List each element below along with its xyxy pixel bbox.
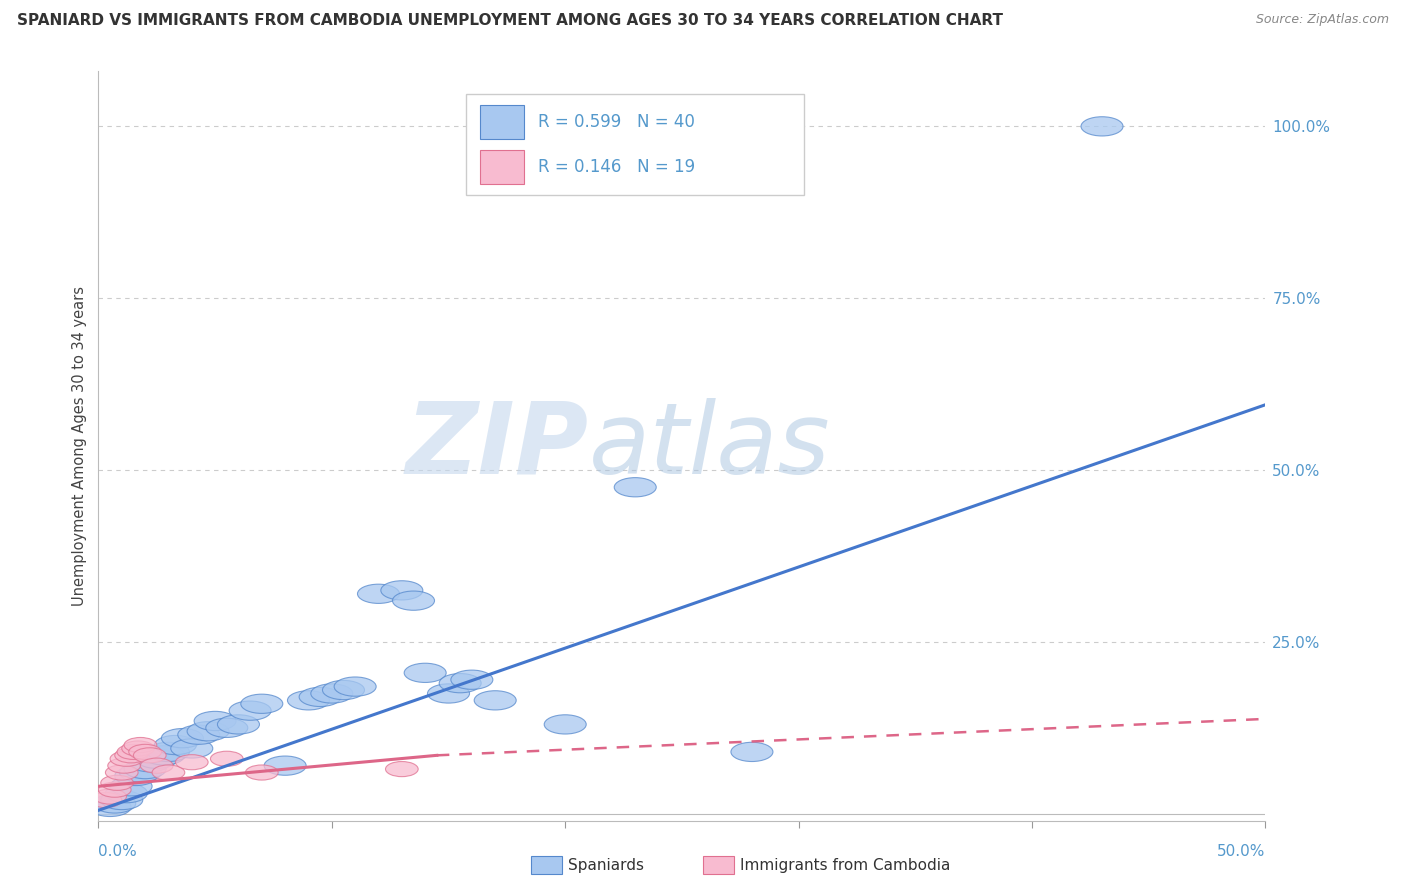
Ellipse shape <box>264 756 307 775</box>
Ellipse shape <box>148 742 190 762</box>
Ellipse shape <box>115 766 157 786</box>
Ellipse shape <box>404 664 446 682</box>
Text: 50.0%: 50.0% <box>1218 845 1265 859</box>
Ellipse shape <box>94 789 127 805</box>
Text: R = 0.599   N = 40: R = 0.599 N = 40 <box>538 113 695 131</box>
Ellipse shape <box>108 758 141 773</box>
Ellipse shape <box>101 775 134 790</box>
Ellipse shape <box>115 747 148 763</box>
Ellipse shape <box>427 684 470 703</box>
Ellipse shape <box>229 701 271 720</box>
Ellipse shape <box>218 714 260 734</box>
FancyBboxPatch shape <box>465 94 804 195</box>
Ellipse shape <box>152 765 184 780</box>
Ellipse shape <box>385 762 418 777</box>
Ellipse shape <box>89 792 122 807</box>
Ellipse shape <box>98 782 131 797</box>
Ellipse shape <box>240 694 283 714</box>
Text: Immigrants from Cambodia: Immigrants from Cambodia <box>740 858 950 872</box>
FancyBboxPatch shape <box>479 105 524 139</box>
Ellipse shape <box>187 722 229 741</box>
Ellipse shape <box>101 790 143 810</box>
Ellipse shape <box>136 749 177 768</box>
Ellipse shape <box>143 746 184 765</box>
Ellipse shape <box>155 735 197 755</box>
Ellipse shape <box>1081 117 1123 136</box>
Ellipse shape <box>392 591 434 610</box>
Ellipse shape <box>122 741 155 756</box>
Ellipse shape <box>211 751 243 766</box>
Ellipse shape <box>129 753 170 772</box>
Ellipse shape <box>614 477 657 497</box>
Ellipse shape <box>474 690 516 710</box>
Text: SPANIARD VS IMMIGRANTS FROM CAMBODIA UNEMPLOYMENT AMONG AGES 30 TO 34 YEARS CORR: SPANIARD VS IMMIGRANTS FROM CAMBODIA UNE… <box>17 13 1002 29</box>
Text: Spaniards: Spaniards <box>568 858 644 872</box>
Ellipse shape <box>134 747 166 763</box>
Ellipse shape <box>124 759 166 779</box>
Ellipse shape <box>299 687 342 706</box>
Ellipse shape <box>94 794 136 814</box>
Ellipse shape <box>381 581 423 600</box>
Ellipse shape <box>110 751 143 766</box>
Ellipse shape <box>141 758 173 773</box>
Ellipse shape <box>322 681 364 699</box>
Ellipse shape <box>205 718 247 738</box>
Ellipse shape <box>335 677 377 697</box>
Ellipse shape <box>162 729 204 747</box>
Text: 0.0%: 0.0% <box>98 845 138 859</box>
Ellipse shape <box>194 711 236 731</box>
Ellipse shape <box>544 714 586 734</box>
Ellipse shape <box>287 690 329 710</box>
Ellipse shape <box>110 777 152 796</box>
Ellipse shape <box>177 725 219 744</box>
FancyBboxPatch shape <box>479 150 524 184</box>
Ellipse shape <box>731 742 773 762</box>
Text: ZIP: ZIP <box>405 398 589 494</box>
Text: Source: ZipAtlas.com: Source: ZipAtlas.com <box>1256 13 1389 27</box>
Ellipse shape <box>176 755 208 770</box>
Text: atlas: atlas <box>589 398 830 494</box>
Ellipse shape <box>124 738 157 753</box>
Ellipse shape <box>170 739 212 758</box>
Ellipse shape <box>246 765 278 780</box>
Ellipse shape <box>105 783 148 803</box>
Ellipse shape <box>311 684 353 703</box>
Ellipse shape <box>439 673 481 693</box>
Text: R = 0.146   N = 19: R = 0.146 N = 19 <box>538 158 696 177</box>
Ellipse shape <box>129 744 162 759</box>
Ellipse shape <box>451 670 494 690</box>
Ellipse shape <box>357 584 399 603</box>
Ellipse shape <box>105 765 138 780</box>
Ellipse shape <box>120 763 162 782</box>
Ellipse shape <box>117 744 150 759</box>
Ellipse shape <box>89 797 131 816</box>
Y-axis label: Unemployment Among Ages 30 to 34 years: Unemployment Among Ages 30 to 34 years <box>72 286 87 606</box>
